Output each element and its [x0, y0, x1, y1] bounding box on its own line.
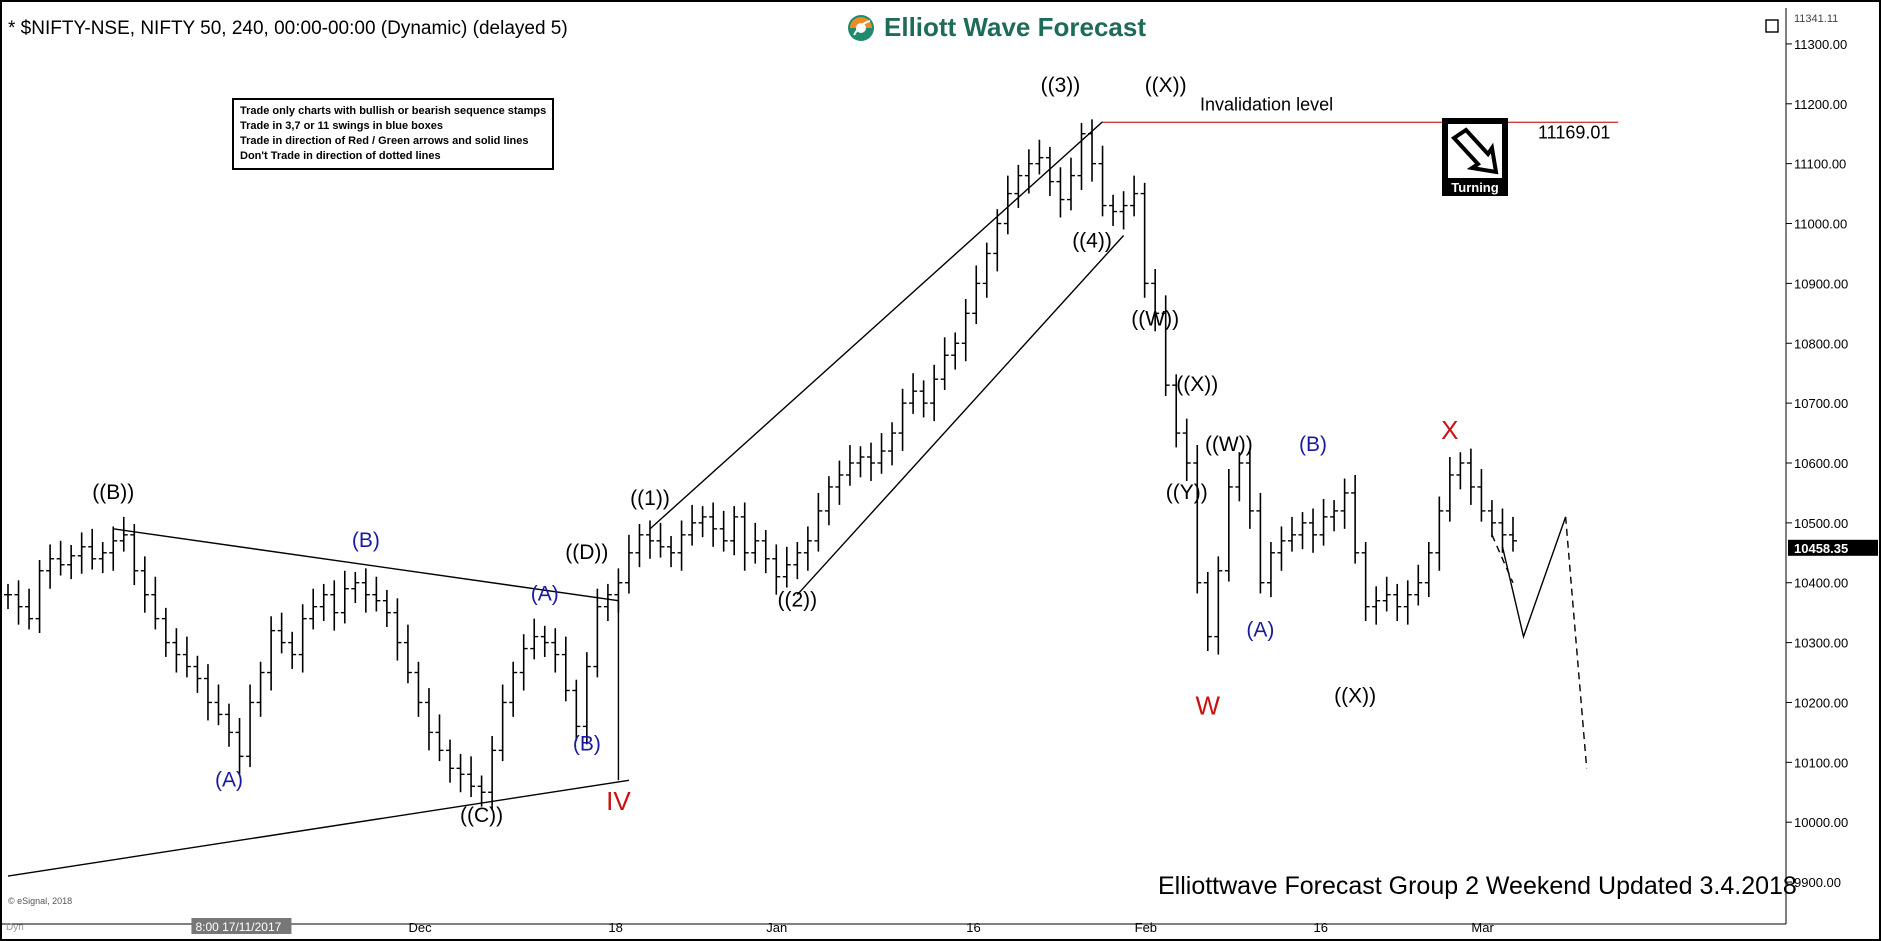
x-tick-label: Dec — [408, 920, 432, 935]
x-tick-label: 8:00 17/11/2017 — [195, 920, 281, 934]
wave-label: (A) — [1246, 619, 1274, 642]
projection-dashed-line — [1491, 534, 1514, 584]
y-tick-label: 9900.00 — [1794, 875, 1841, 890]
wave-label: IV — [606, 786, 631, 816]
invalidation-label: Invalidation level — [1200, 94, 1333, 114]
wave-label: ((B)) — [92, 481, 134, 504]
trendline — [1501, 516, 1567, 640]
y-tick-label: 11100.00 — [1794, 157, 1846, 172]
turning-stamp: Turning — [1442, 118, 1508, 196]
last-price-label: 10458.35 — [1794, 541, 1848, 556]
x-tick-label: Jan — [766, 920, 787, 935]
y-tick-label: 11300.00 — [1794, 37, 1847, 52]
wave-label: (A) — [531, 583, 559, 606]
wave-label: ((C)) — [460, 804, 503, 827]
x-tick-label: 18 — [608, 920, 622, 935]
wave-label: ((D)) — [565, 541, 608, 564]
x-tick-label: 16 — [966, 920, 980, 935]
wave-label: ((Y)) — [1166, 481, 1208, 504]
wave-label: ((1)) — [630, 487, 670, 510]
y-tick-label: 10400.00 — [1794, 576, 1848, 591]
turning-icon-panel — [1448, 124, 1502, 178]
dyn-label: Dyn — [6, 922, 24, 933]
trendline — [113, 528, 619, 602]
globe-logo-icon — [848, 14, 874, 41]
y-tick-label: 11000.00 — [1794, 217, 1847, 232]
y-tick-label: 10800.00 — [1794, 336, 1848, 351]
wave-label: ((W)) — [1131, 307, 1179, 330]
projection-dashed-line — [1564, 516, 1588, 769]
brand-logo: Elliott Wave Forecast — [846, 12, 1146, 43]
last-price-tag — [1788, 539, 1878, 556]
wave-label: (B) — [573, 732, 601, 755]
wave-label: ((2)) — [778, 589, 818, 612]
trading-rules-box: Trade only charts with bullish or bearis… — [232, 98, 554, 170]
x-tick-label: Feb — [1135, 920, 1157, 935]
rule-1: Trade only charts with bullish or bearis… — [240, 105, 547, 117]
y-tick-label: 11200.00 — [1794, 97, 1847, 112]
wave-label: ((X)) — [1145, 74, 1187, 97]
chart-title: * $NIFTY-NSE, NIFTY 50, 240, 00:00-00:00… — [8, 18, 568, 39]
footer-caption: Elliottwave Forecast Group 2 Weekend Upd… — [1158, 872, 1797, 900]
trendline — [796, 235, 1125, 596]
y-tick-label: 10300.00 — [1794, 636, 1848, 651]
wave-label: X — [1441, 415, 1458, 445]
esignal-credit: © eSignal, 2018 — [8, 896, 73, 906]
rule-3: Trade in direction of Red / Green arrows… — [240, 135, 529, 147]
x-tick-label: Mar — [1471, 920, 1494, 935]
rule-2: Trade in 3,7 or 11 swings in blue boxes — [240, 120, 443, 132]
wave-label: ((W)) — [1205, 433, 1253, 456]
wave-label: ((X)) — [1176, 373, 1218, 396]
x-tick-highlight — [191, 918, 292, 934]
wave-label: (A) — [215, 768, 243, 791]
y-tick-label: 10500.00 — [1794, 516, 1848, 531]
rule-4: Don't Trade in direction of dotted lines — [240, 150, 441, 162]
wave-label: (B) — [1299, 433, 1327, 456]
wave-label: ((4)) — [1072, 229, 1112, 252]
chart-menu-icon[interactable] — [1765, 19, 1779, 33]
invalidation-value: 11169.01 — [1538, 122, 1610, 142]
logo-text: Elliott Wave Forecast — [884, 12, 1146, 42]
top-price-label: 11341.11 — [1794, 13, 1838, 25]
wave-label: ((3)) — [1041, 74, 1081, 97]
trendline — [7, 779, 630, 877]
x-tick-label: 16 — [1314, 920, 1328, 935]
y-tick-label: 10700.00 — [1794, 396, 1848, 411]
y-tick-label: 10100.00 — [1794, 755, 1848, 770]
trendline — [649, 121, 1104, 530]
turning-label: Turning — [1451, 180, 1499, 195]
wave-label: ((X)) — [1334, 684, 1376, 707]
turning-down-arrow-icon — [1450, 127, 1499, 175]
wave-label: (B) — [352, 529, 380, 552]
wave-label: W — [1196, 690, 1221, 720]
y-tick-label: 10200.00 — [1794, 695, 1848, 710]
y-tick-label: 10600.00 — [1794, 456, 1848, 471]
y-tick-label: 10000.00 — [1794, 815, 1848, 830]
y-tick-label: 10900.00 — [1794, 276, 1848, 291]
